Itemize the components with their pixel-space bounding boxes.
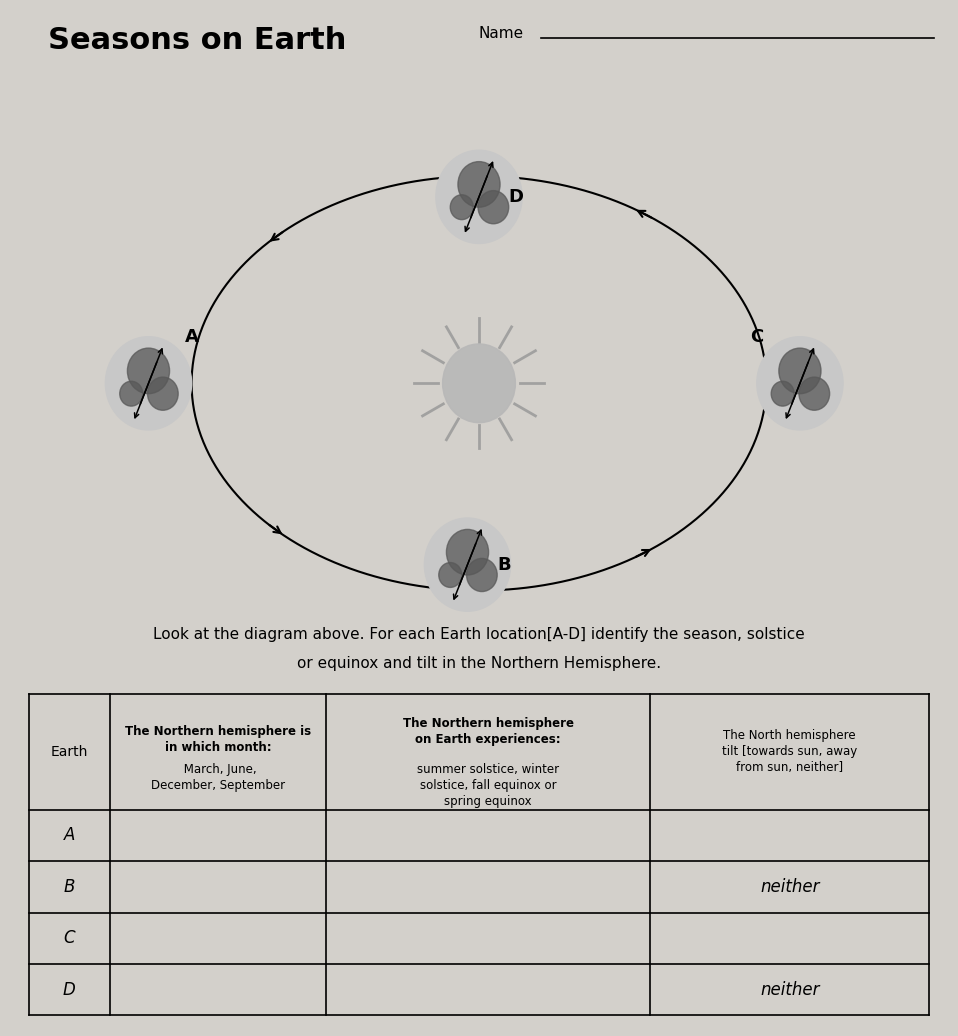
Text: March, June,
December, September: March, June, December, September — [150, 764, 285, 793]
Circle shape — [446, 529, 489, 575]
Circle shape — [436, 150, 522, 243]
Text: neither: neither — [760, 877, 819, 896]
Text: D: D — [508, 188, 523, 206]
Circle shape — [467, 558, 497, 592]
Text: Earth: Earth — [51, 745, 88, 759]
Circle shape — [799, 377, 830, 410]
Circle shape — [439, 563, 462, 587]
Text: C: C — [750, 327, 764, 346]
Circle shape — [120, 381, 143, 406]
Text: or equinox and tilt in the Northern Hemisphere.: or equinox and tilt in the Northern Hemi… — [297, 656, 661, 670]
Text: D: D — [63, 981, 76, 999]
Text: The Northern hemisphere
on Earth experiences:: The Northern hemisphere on Earth experie… — [402, 717, 574, 746]
Circle shape — [148, 377, 178, 410]
Text: The North hemisphere
tilt [towards sun, away
from sun, neither]: The North hemisphere tilt [towards sun, … — [722, 729, 857, 775]
Text: Look at the diagram above. For each Earth location[A-D] identify the season, sol: Look at the diagram above. For each Eart… — [153, 627, 805, 641]
Text: C: C — [63, 929, 75, 947]
Circle shape — [127, 348, 170, 394]
Circle shape — [779, 348, 821, 394]
Circle shape — [443, 344, 515, 423]
Text: The Northern hemisphere is
in which month:: The Northern hemisphere is in which mont… — [125, 725, 311, 754]
Circle shape — [105, 337, 192, 430]
Text: A: A — [63, 827, 75, 844]
Text: neither: neither — [760, 981, 819, 999]
Text: summer solstice, winter
solstice, fall equinox or
spring equinox: summer solstice, winter solstice, fall e… — [417, 747, 559, 808]
Text: Seasons on Earth: Seasons on Earth — [48, 26, 346, 55]
Circle shape — [424, 518, 511, 611]
Text: A: A — [185, 327, 198, 346]
Text: B: B — [497, 555, 511, 574]
Circle shape — [458, 162, 500, 207]
Circle shape — [450, 195, 473, 220]
Circle shape — [757, 337, 843, 430]
Text: B: B — [63, 877, 75, 896]
Text: Name: Name — [479, 26, 524, 40]
Circle shape — [771, 381, 794, 406]
Circle shape — [478, 191, 509, 224]
